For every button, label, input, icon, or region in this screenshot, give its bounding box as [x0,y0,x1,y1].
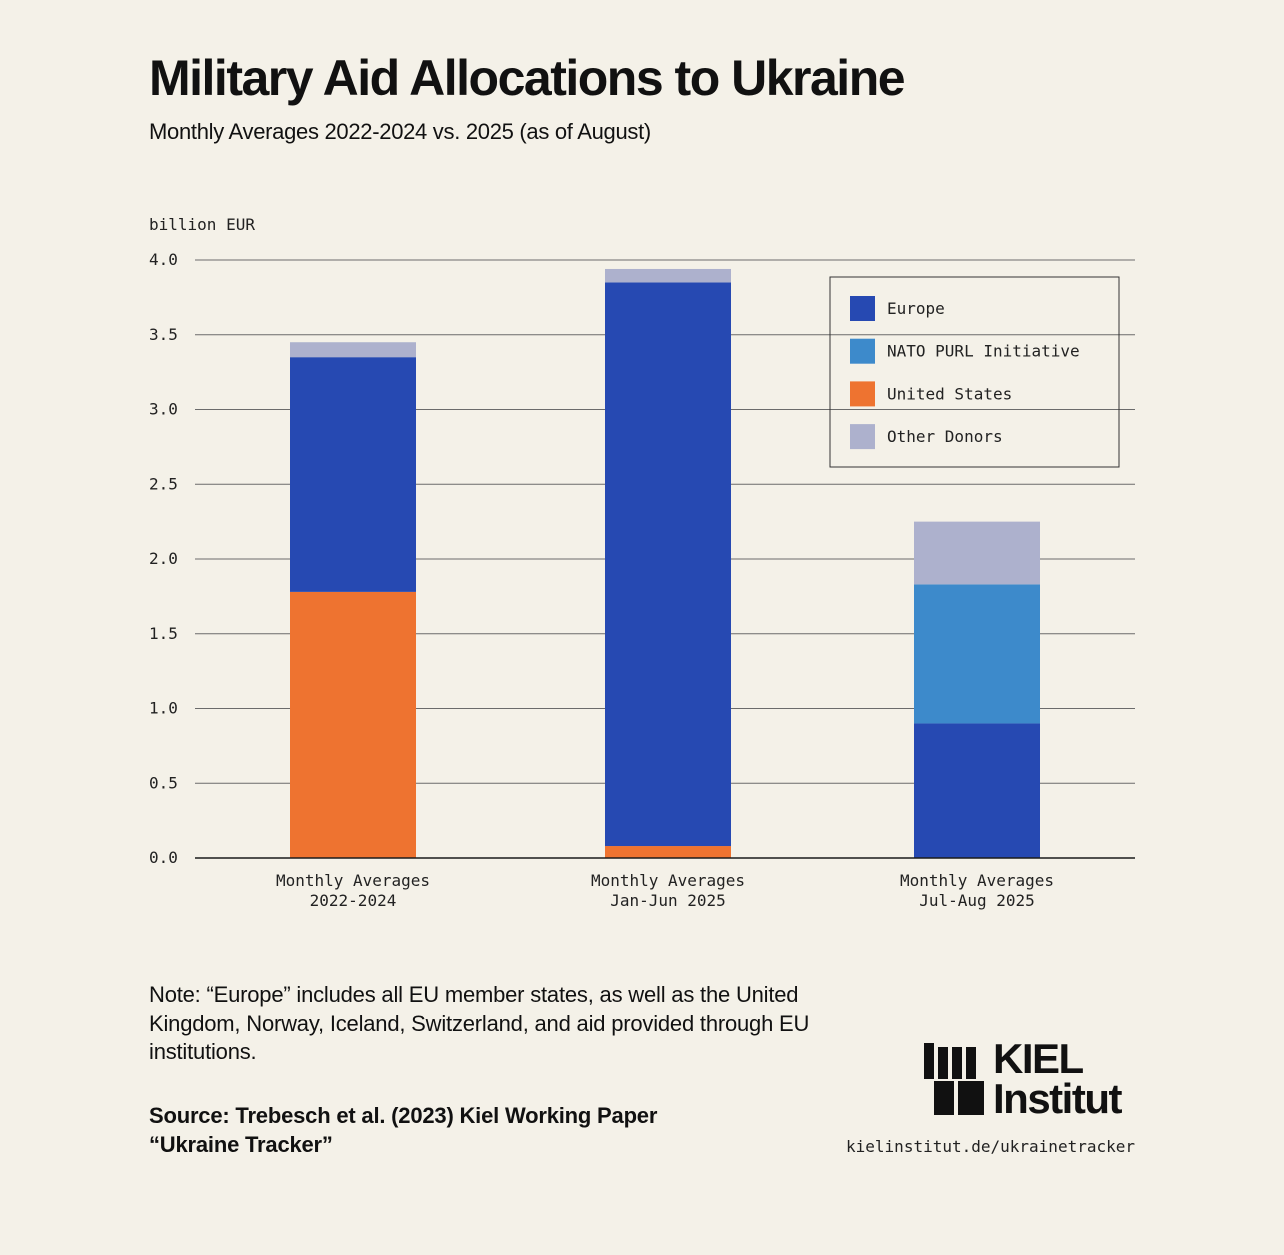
bar-segment-other-donors [290,342,416,358]
y-tick-label: 0.5 [149,773,178,792]
bar-segment-other-donors [914,521,1040,585]
x-tick-label: Jan-Jun 2025 [610,891,726,910]
footnote: Note: “Europe” includes all EU member st… [149,982,810,1064]
bar-segment-nato-purl-initiative [914,584,1040,724]
logo-text-kiel: KIEL [993,1035,1084,1082]
legend: Europe NATO PURL Initiative United States O… [829,276,1120,468]
y-axis-label: billion EUR [149,215,255,234]
bars [290,268,1040,858]
legend-swatch [850,296,875,321]
legend-swatch [850,424,875,450]
x-tick-label: Monthly Averages [900,871,1054,890]
legend-swatch [850,338,875,364]
legend-label: NATO PURL Initiative [887,342,1080,361]
y-tick-label: 3.5 [149,325,178,344]
kiel-institut-logo: KIEL Institut [922,1038,1142,1122]
y-tick-label: 2.0 [149,549,178,568]
legend-label: United States [887,384,1012,403]
bar-segment-united-states [605,846,731,858]
y-tick-label: 1.5 [149,624,178,643]
source-citation: Source: Trebesch et al. (2023) Kiel Work… [149,1103,658,1157]
bar-segment-europe [605,282,731,847]
x-tick-label: Jul-Aug 2025 [919,891,1035,910]
chart-subtitle: Monthly Averages 2022-2024 vs. 2025 (as … [149,119,651,144]
legend-swatch [850,381,875,407]
legend-label: Other Donors [887,427,1003,446]
kiel-logo-mark-icon [924,1043,984,1115]
y-tick-label: 2.5 [149,474,178,493]
y-tick-label: 1.0 [149,699,178,718]
x-tick-label: 2022-2024 [310,891,397,910]
stacked-bar-chart: billion EUR 0.00.51.01.52.02.53.03.54.0 … [149,215,1135,910]
bar-segment-europe [914,723,1040,858]
x-tick-label: Monthly Averages [276,871,430,890]
bar-segment-united-states [290,591,416,858]
x-tick-label: Monthly Averages [591,871,745,890]
y-tick-label: 0.0 [149,848,178,867]
logo-text-institut: Institut [993,1075,1122,1122]
legend-label: Europe [887,299,945,318]
bar-segment-europe [290,357,416,592]
source-url[interactable]: kielinstitut.de/ukrainetracker [846,1137,1135,1156]
y-tick-label: 3.0 [149,400,178,419]
y-tick-label: 4.0 [149,250,178,269]
chart-title: Military Aid Allocations to Ukraine [149,50,906,106]
legend-box [829,276,1120,468]
bar-segment-other-donors [605,268,731,283]
